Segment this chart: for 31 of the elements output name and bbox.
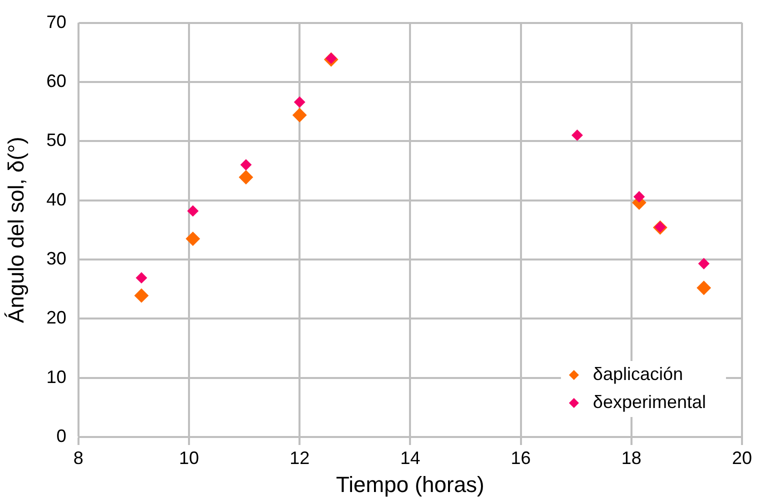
x-tick-label: 16 xyxy=(510,448,531,468)
point xyxy=(572,130,583,141)
point xyxy=(134,288,148,303)
legend-label: δexperimental xyxy=(592,392,706,412)
point xyxy=(240,159,252,170)
x-tick-label: 12 xyxy=(290,448,310,468)
x-tick-label: 8 xyxy=(73,448,84,468)
point xyxy=(698,258,710,270)
point xyxy=(634,191,645,202)
point xyxy=(696,280,711,295)
y-tick-label: 10 xyxy=(46,366,66,387)
y-tick-label: 60 xyxy=(46,70,66,91)
x-tick-label: 10 xyxy=(179,448,200,468)
x-axis-title: Tiempo (horas) xyxy=(336,472,484,497)
x-tick-label: 20 xyxy=(732,448,752,468)
y-tick-label: 20 xyxy=(46,308,66,328)
x-tick-label: 18 xyxy=(621,448,642,468)
y-tick-label: 50 xyxy=(46,130,66,150)
point xyxy=(292,108,307,122)
point xyxy=(294,96,306,108)
x-tick-label: 14 xyxy=(400,448,420,468)
point xyxy=(238,170,253,184)
y-axis-title: Ángulo del sol, δ(°) xyxy=(3,136,28,323)
y-tick-label: 40 xyxy=(46,189,66,210)
y-tick-label: 70 xyxy=(46,12,66,32)
legend-label: δaplicación xyxy=(592,364,684,384)
point xyxy=(187,205,198,216)
point xyxy=(136,272,147,284)
y-tick-label: 30 xyxy=(46,248,66,268)
y-tick-label: 0 xyxy=(56,426,66,446)
point xyxy=(186,232,200,246)
